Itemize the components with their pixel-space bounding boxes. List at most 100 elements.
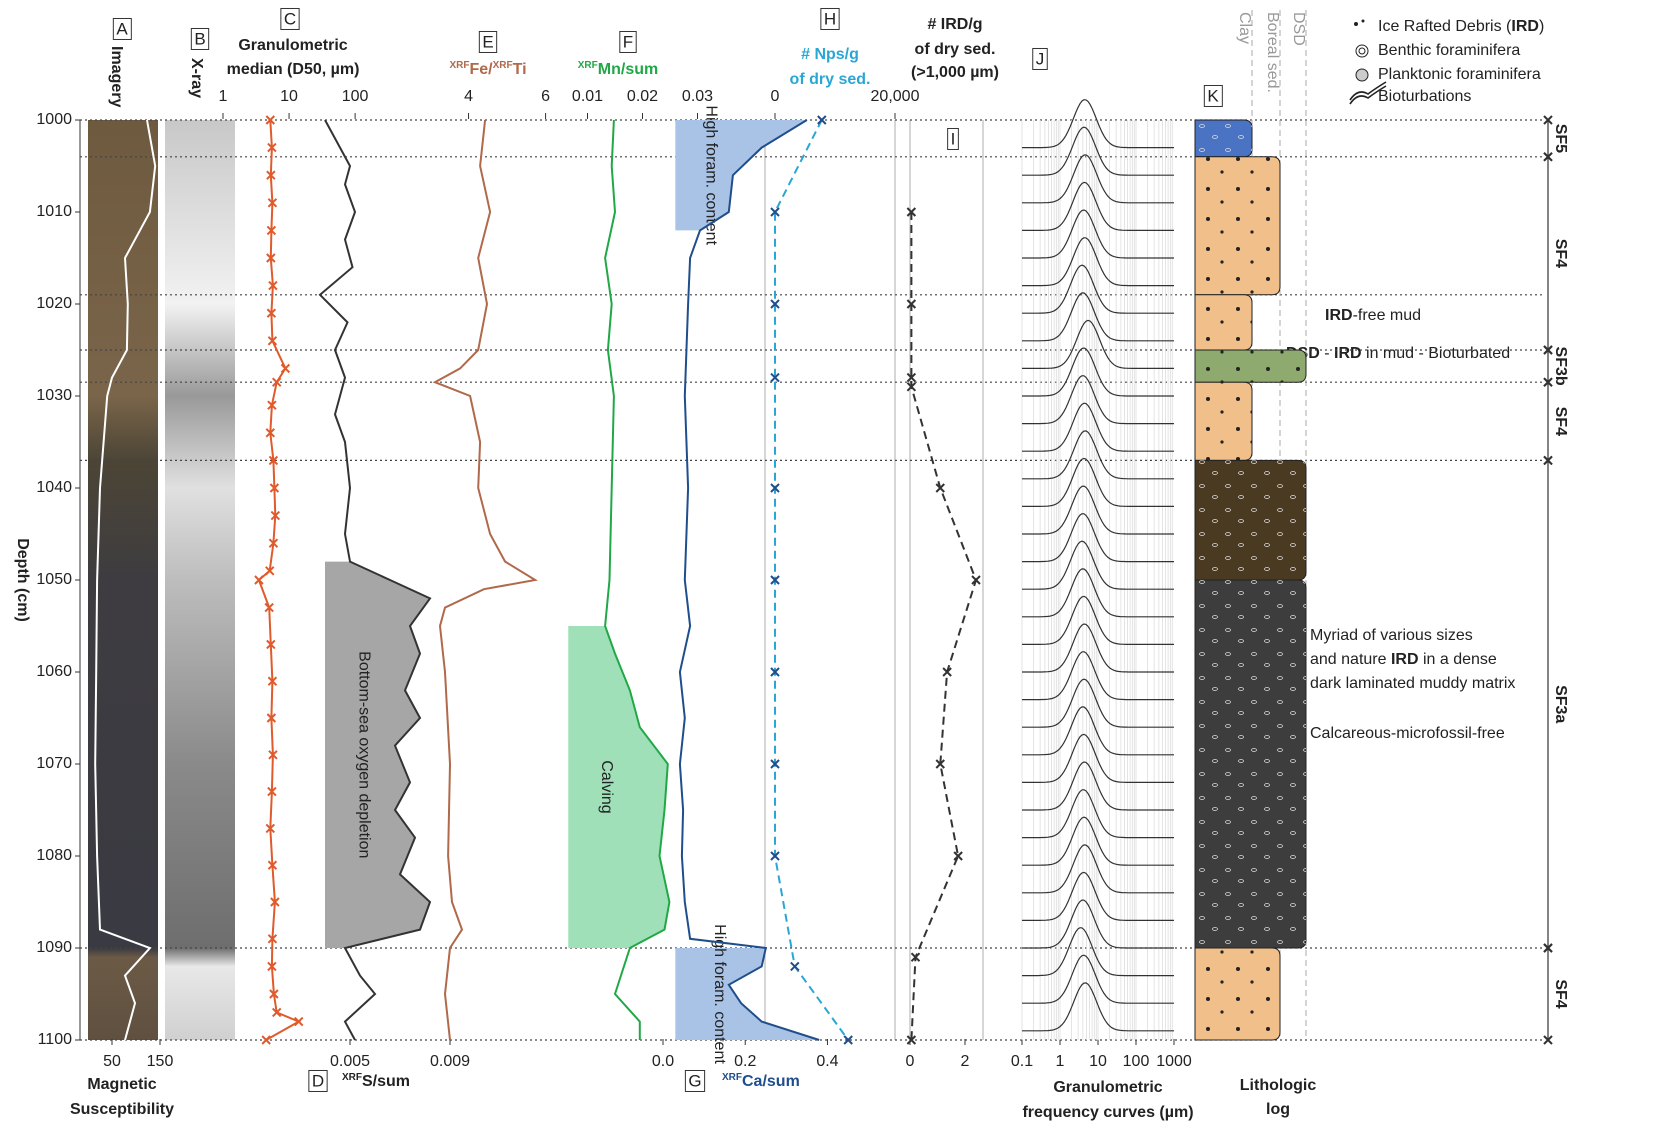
- data-marker: [267, 336, 278, 346]
- data-marker: [906, 1035, 917, 1045]
- desc-part: IRD: [1391, 651, 1419, 668]
- lithology-pattern: [1195, 120, 1252, 157]
- data-marker: [269, 483, 280, 493]
- legend-icon: [1355, 68, 1369, 82]
- data-marker: [770, 372, 780, 383]
- shade-label: Bottom-sea oxygen depletion: [355, 651, 372, 858]
- x-tick-label: 1: [1056, 1053, 1065, 1070]
- frequency-curve: [1022, 402, 1174, 452]
- superscript: XRF: [342, 1072, 362, 1083]
- axis-title: XRFCa/sum: [722, 1072, 800, 1091]
- data-marker: [942, 667, 952, 677]
- description: Calcareous-microfossil-free: [1310, 725, 1505, 742]
- facies-label: SF4: [1552, 979, 1569, 1008]
- data-marker: [266, 308, 277, 318]
- frequency-curve: [1022, 457, 1174, 507]
- data-marker: [270, 510, 281, 521]
- axis-title: Granulometric: [1053, 1079, 1162, 1096]
- panel-title: X-ray: [188, 58, 205, 98]
- data-marker: [269, 989, 279, 999]
- panel-letter: B: [194, 29, 205, 48]
- data-marker: [267, 676, 278, 686]
- data-marker: [1543, 455, 1553, 466]
- series-line: [910, 212, 978, 1041]
- data-marker: [790, 961, 800, 972]
- panel-title: # Nps/g: [801, 46, 859, 63]
- lithology-pattern: [1195, 156, 1280, 295]
- lithology-pattern: [1195, 580, 1306, 948]
- data-marker: [254, 575, 264, 585]
- superscript: XRF: [578, 60, 598, 71]
- frequency-curve: [1022, 899, 1174, 949]
- data-marker: [770, 851, 780, 861]
- panel-letter: D: [312, 1071, 324, 1090]
- x-tick-label: 4: [464, 88, 473, 105]
- x-tick-label: 6: [541, 88, 550, 105]
- frequency-curve: [1022, 568, 1174, 618]
- letter-box: [280, 7, 300, 30]
- data-marker: [271, 1007, 282, 1018]
- data-marker: [1543, 943, 1553, 953]
- x-tick-label: 10: [1089, 1053, 1107, 1070]
- description: Myriad of various sizes: [1310, 627, 1473, 644]
- lithology-pattern: [1195, 350, 1306, 383]
- data-marker: [266, 713, 277, 723]
- axis-title: Susceptibility: [70, 1101, 174, 1118]
- desc-part: in a dense: [1419, 651, 1497, 668]
- panel-letter: H: [824, 9, 836, 28]
- lithology-pattern: [1195, 294, 1252, 350]
- frequency-curve: [1022, 540, 1174, 590]
- x-tick-label: 100: [1123, 1053, 1150, 1070]
- data-marker: [266, 253, 276, 263]
- letter-box: [684, 1069, 706, 1092]
- data-marker: [270, 897, 280, 907]
- x-tick-label: 0.005: [330, 1053, 370, 1070]
- image-layer: [88, 120, 235, 1040]
- x-tick-label: 0: [906, 1053, 915, 1070]
- y-tick-label: 1070: [36, 755, 72, 772]
- panel-frames: [764, 120, 984, 1040]
- facies-label: SF3b: [1552, 347, 1569, 386]
- frequency-curve: [1022, 844, 1174, 894]
- frequency-curve: [1022, 595, 1174, 645]
- data-marker: [770, 759, 780, 769]
- legend-icon: [1358, 47, 1366, 55]
- x-tick-label: 10: [280, 88, 298, 105]
- letter-box: [619, 30, 637, 53]
- superscript: XRF: [493, 60, 513, 71]
- description: IRD-free mud: [1325, 307, 1421, 324]
- data-marker: [906, 372, 917, 383]
- panel-letter: C: [284, 9, 296, 28]
- desc-part: -free mud: [1353, 307, 1421, 324]
- data-marker: [817, 115, 827, 125]
- facies-label: SF5: [1552, 124, 1569, 153]
- y-tick-label: 1090: [36, 939, 72, 956]
- panel-letter: E: [482, 32, 493, 51]
- data-marker: [264, 602, 274, 613]
- letter-box: [478, 30, 498, 53]
- shade: [675, 948, 820, 1040]
- panel-title: # IRD/g: [927, 16, 982, 33]
- x-tick-label: 0.1: [1011, 1053, 1033, 1070]
- lithology-pattern: [1195, 382, 1252, 461]
- x-tick-label: 1000: [1156, 1053, 1192, 1070]
- frequency-curve: [1022, 761, 1174, 811]
- panel-title: median (D50, µm): [227, 61, 360, 78]
- column-label: Clay: [1236, 12, 1253, 44]
- frequency-curve: [1022, 181, 1174, 231]
- frequency-curve: [1022, 237, 1174, 287]
- x-tick-label: 0.01: [572, 88, 603, 105]
- data-marker: [906, 299, 917, 309]
- data-marker: [271, 377, 282, 387]
- frequency-curve: [1022, 733, 1174, 783]
- x-tick-label: 20,000: [871, 88, 920, 105]
- x-tick-label: 0.4: [816, 1053, 838, 1070]
- desc-part: -: [1320, 345, 1334, 362]
- frequency-curve: [1022, 789, 1174, 839]
- frequency-curve: [1022, 430, 1174, 480]
- panel-title: of dry sed.: [915, 41, 996, 58]
- description: and nature IRD in a dense: [1310, 651, 1497, 668]
- desc-part: and nature: [1310, 651, 1391, 668]
- description: dark laminated muddy matrix: [1310, 675, 1515, 692]
